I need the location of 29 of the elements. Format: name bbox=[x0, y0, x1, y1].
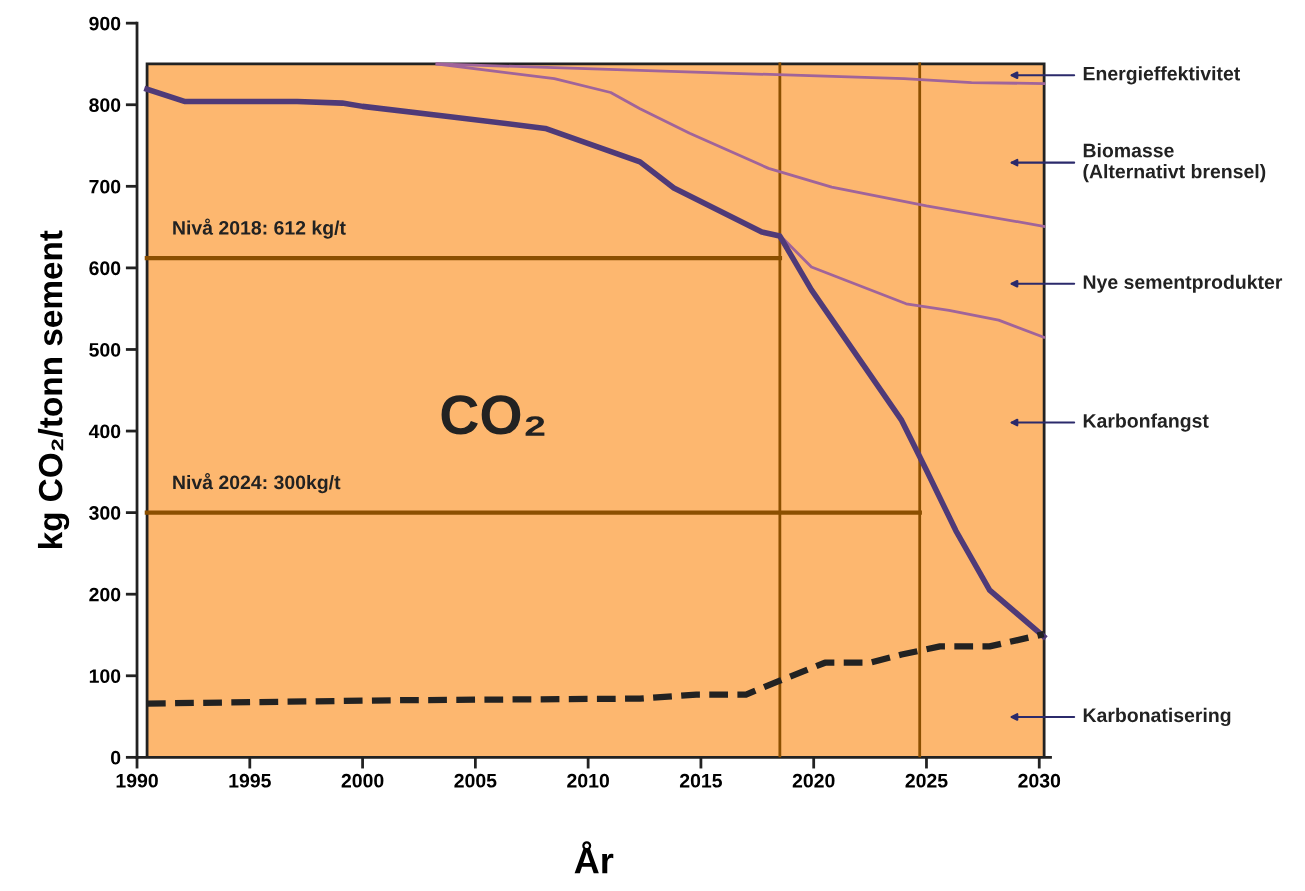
text: Karbonatisering bbox=[1083, 707, 1231, 727]
y-tick-label: 700 bbox=[89, 179, 121, 194]
x-tick-label: 1995 bbox=[229, 773, 271, 788]
x-tick-label: 2005 bbox=[454, 773, 497, 788]
y-tick-label: 400 bbox=[88, 424, 121, 439]
text: Energieffektivitet bbox=[1083, 66, 1241, 85]
x-tick-label: 1990 bbox=[116, 773, 158, 788]
x-axis-title: År bbox=[574, 841, 614, 874]
x-tick-label: 2010 bbox=[567, 773, 609, 788]
y-tick-label: 500 bbox=[89, 342, 121, 357]
x-tick-label: 2000 bbox=[341, 773, 384, 788]
y-tick-label: 100 bbox=[89, 669, 121, 684]
series-label: Nivå 2018: 612 kg/t bbox=[173, 218, 346, 239]
y-tick-label: 800 bbox=[89, 98, 121, 112]
series-label: Nivå 2024: 300kg/t bbox=[173, 473, 341, 494]
x-tick-label: 2020 bbox=[792, 773, 835, 788]
text: Nye sementprodukter bbox=[1083, 274, 1283, 293]
y-axis-title: kg CO₂/tonn sement bbox=[37, 230, 70, 549]
x-tick-label: 2030 bbox=[1018, 773, 1061, 788]
x-tick-label: 2015 bbox=[679, 773, 722, 788]
y-tick-label: 600 bbox=[89, 261, 121, 276]
annotation: CO₂ bbox=[441, 395, 545, 436]
y-tick-label: 900 bbox=[89, 16, 121, 31]
text: Biomasse (Alternativt brensel) bbox=[1083, 143, 1266, 183]
y-tick-label: 0 bbox=[111, 750, 121, 765]
y-tick-label: 300 bbox=[89, 506, 121, 520]
y-tick-label: 200 bbox=[89, 587, 121, 602]
x-tick-label: 2025 bbox=[905, 773, 948, 788]
text: Karbonfangst bbox=[1083, 413, 1209, 432]
